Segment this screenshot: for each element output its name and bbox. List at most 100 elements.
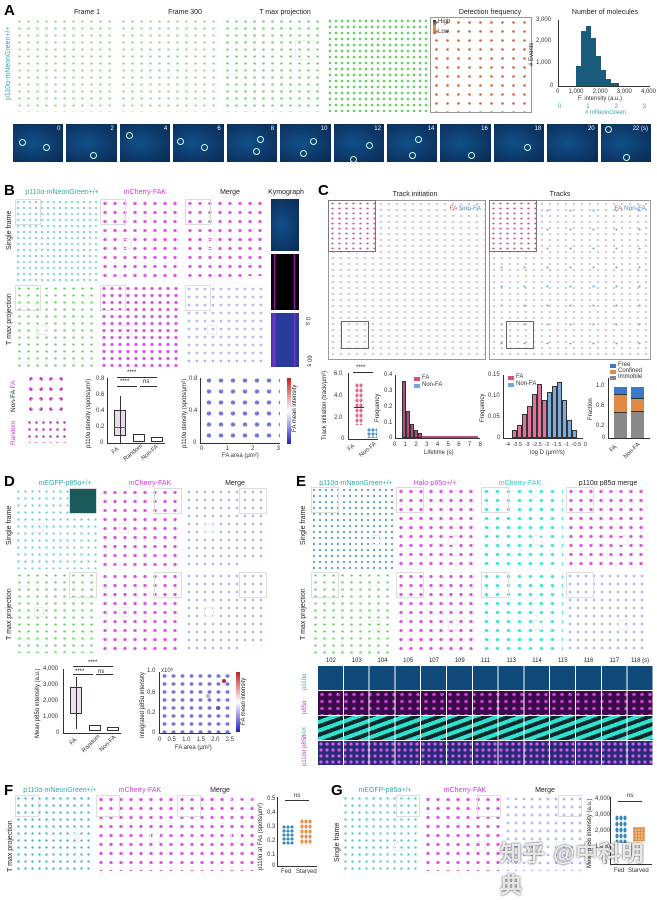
b-sc-ytick: 0 xyxy=(193,440,197,446)
b-tmax-fak xyxy=(99,284,183,368)
d-sig: **** xyxy=(75,669,85,675)
c-dp-ytick: 6.0 xyxy=(334,371,343,377)
g-dp-ytick: 2,000 xyxy=(595,828,611,834)
c-title-tracks: Tracks xyxy=(549,191,571,198)
b-sig: **** xyxy=(127,370,137,376)
f-dp-ylabel: p110α at FAs (spots/μm²) xyxy=(258,802,264,870)
c-fr-ytick: 0 xyxy=(602,435,606,441)
c-fr-cat: FA xyxy=(608,444,619,454)
e-tmax-halo xyxy=(395,571,479,655)
d-sc-ylabel: Integrated p85α intensity xyxy=(140,672,146,738)
b-kymograph-mid xyxy=(270,253,300,311)
d-title-merge: Merge xyxy=(225,480,245,487)
hist-x2label: # mNeonGreen xyxy=(585,110,627,116)
d-sig: **** xyxy=(88,660,98,666)
g-p85-image xyxy=(341,794,421,872)
e-single-halo xyxy=(395,486,479,570)
g-dp-cat: Starved xyxy=(628,868,649,874)
g-sig: ns xyxy=(627,793,634,799)
b-tmax-merge xyxy=(184,284,268,368)
c-dotplot xyxy=(348,373,378,440)
e-strip-fak xyxy=(318,716,653,740)
panel-label-f: F xyxy=(4,782,14,799)
d-box-ytick: 1,000 xyxy=(43,714,59,720)
logd-legend-fa: FA xyxy=(516,374,524,380)
b-colorbar xyxy=(287,378,291,444)
d-row-single: Single frame xyxy=(6,505,13,545)
d-scatter xyxy=(159,672,231,734)
detection-low-label: Low xyxy=(438,29,450,35)
g-title-fak: mCherry-FAK xyxy=(443,787,487,794)
g-dotplot xyxy=(610,797,652,865)
panel-label-g: G xyxy=(331,782,343,799)
e-single-fak xyxy=(480,486,564,570)
f-dp-cat: Starved xyxy=(296,869,317,875)
a-timeseries: 0 2 4 6 8 10 12 14 16 18 20 22 (s) xyxy=(12,123,653,163)
c-lt-xlabel: Lifetime (s) xyxy=(424,450,454,456)
g-dp-ytick: 4,000 xyxy=(595,796,611,802)
b-box-ylabel: p110α density (spots/μm²) xyxy=(86,378,92,448)
c-title-initiation: Track initiation xyxy=(392,191,438,198)
panel-label-d: D xyxy=(4,473,15,490)
b-title-merge: Merge xyxy=(220,189,240,196)
b-row-single: Single frame xyxy=(6,210,13,250)
a-frame1-image xyxy=(14,17,116,113)
b-row-tmax: T max projection xyxy=(6,293,13,345)
c-track-initiation-map: FA Non-FA xyxy=(328,200,486,360)
b-scatter-ylabel: p110α density (spots/μm²) xyxy=(182,378,188,448)
d-sc-xticks: 0 0.5 1.0 1.5 2.0 2.5 xyxy=(158,737,234,743)
c-logd-hist: FA Non-FA xyxy=(503,374,583,439)
b-kymograph-top xyxy=(270,198,300,252)
b-single-p110 xyxy=(14,198,98,282)
c-ld-ytick: 0.05 xyxy=(488,414,500,420)
e-title-p110: p110α-mNeonGreen+/+ xyxy=(319,480,393,487)
b-box-ytick: 0 xyxy=(100,440,104,446)
c-dp-ylabel: Track initiation (track/μm²) xyxy=(322,370,328,440)
d-single-fak xyxy=(99,487,183,570)
c-tracks-map: FA Non-FA xyxy=(489,200,651,360)
d-colorbar xyxy=(236,672,240,732)
b-mask-fa xyxy=(25,373,69,417)
f-starved-tag: Starved xyxy=(227,799,252,806)
b-sig: **** xyxy=(120,379,130,385)
d-single-merge xyxy=(184,487,268,570)
d-box-ytick: 3,000 xyxy=(43,682,59,688)
d-sc-multiplier: x10⁶ xyxy=(161,668,174,674)
e-strip-label-merge: p110α p85α xyxy=(302,734,308,766)
f-title-p110: p110α-mNeonGreen+/+ xyxy=(23,787,97,794)
d-tmax-fak xyxy=(99,571,183,654)
b-mask-label-nonfa: Non-FA FA xyxy=(10,380,17,412)
e-timeseries-labels: 102 103 104 105 107 109 111 113 114 115 116 117 118 … xyxy=(325,658,650,664)
b-tmax-p110 xyxy=(14,284,98,368)
d-sc-ytick: 0.2 xyxy=(147,710,156,716)
d-title-p85: mEGFP-p85α+/+ xyxy=(38,480,92,487)
e-single-merge xyxy=(565,486,649,570)
c-sig: **** xyxy=(356,365,366,371)
hist-xlabel: F. intensity (a.u.) xyxy=(578,96,623,102)
kymo-end: 60 s xyxy=(305,355,312,367)
d-tmax-p85 xyxy=(14,571,98,654)
c-ld-ytick: 0.15 xyxy=(488,372,500,378)
d-sc-ytick: 0 xyxy=(152,730,156,736)
hist-ytick: 1,000 xyxy=(536,60,552,66)
hist-xticks: 0 1,000 2,000 3,000 4,000 xyxy=(556,89,656,95)
lifetime-legend-fa: FA xyxy=(422,375,430,381)
e-row-single: Single frame xyxy=(300,505,307,545)
c-lt-ytick: 0.2 xyxy=(384,404,393,410)
c-dp-ytick: 2.0 xyxy=(334,415,343,421)
b-title-p110: p110α-mNeonGreen+/+ xyxy=(25,189,99,196)
d-sc-xlabel: FA area (μm²) xyxy=(175,745,212,751)
panel-label-c: C xyxy=(318,182,329,199)
d-title-fak: mCherry-FAK xyxy=(128,480,172,487)
b-boxplot xyxy=(107,378,165,444)
c-fr-ytick: 0.2 xyxy=(596,423,605,429)
c-fr-ylabel: Fraction xyxy=(588,398,594,420)
c-fr-ytick: 1.0 xyxy=(596,383,605,389)
watermark: 知乎 @中科明典 xyxy=(500,841,645,898)
c-dp-cat: FA xyxy=(346,443,357,453)
panel-label-a: A xyxy=(4,2,15,19)
kymo-start: 0 s xyxy=(304,316,311,326)
panel-label-e: E xyxy=(296,473,307,490)
